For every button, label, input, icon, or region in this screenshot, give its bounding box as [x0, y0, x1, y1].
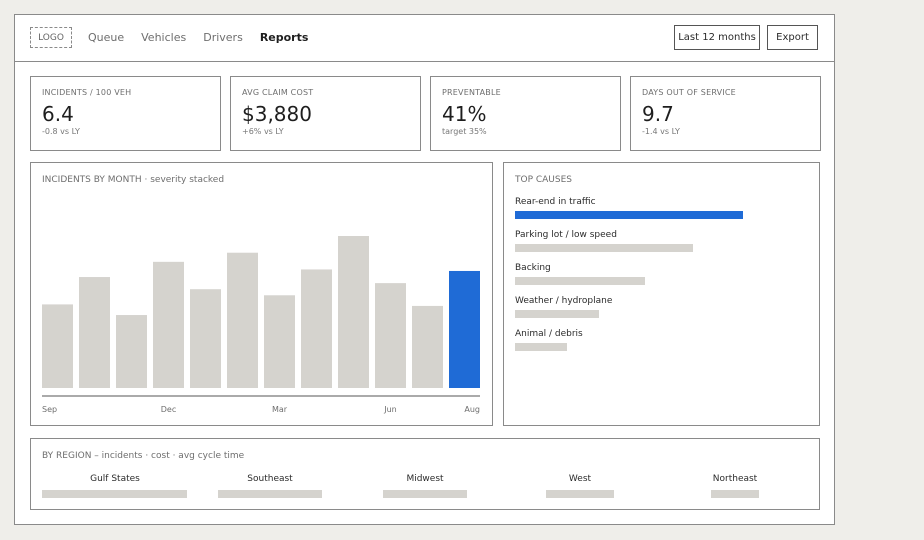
top-causes-panel: TOP CAUSES Rear-end in traffic Parking lo…	[503, 162, 820, 426]
cause-bar	[515, 277, 645, 285]
cause-bar	[515, 211, 743, 219]
chart-title: INCIDENTS BY MONTH · severity stacked	[42, 175, 225, 185]
kpi-label: DAYS OUT OF SERVICE	[642, 88, 736, 97]
region-name: Southeast	[247, 474, 293, 484]
kpi-delta: -1.4 vs LY	[642, 127, 680, 136]
region-name: Midwest	[406, 474, 444, 484]
top-nav-bar: LOGO Queue Vehicles Drivers Reports Last…	[15, 15, 834, 62]
cause-label: Backing	[515, 263, 551, 273]
region-bar[interactable]	[546, 490, 614, 498]
x-tick-label: Jun	[383, 405, 397, 414]
kpi-value: 41%	[442, 102, 487, 126]
region-name: West	[568, 474, 592, 484]
kpi-delta: -0.8 vs LY	[42, 127, 80, 136]
by-region-title: BY REGION – incidents · cost · avg cycle…	[42, 451, 245, 461]
kpi-label: INCIDENTS / 100 VEH	[42, 88, 132, 97]
kpi-value: 6.4	[42, 102, 74, 126]
cause-row[interactable]: Animal / debris	[515, 329, 583, 351]
bar-oct[interactable]	[79, 277, 110, 388]
logo-placeholder: LOGO	[30, 27, 72, 48]
x-tick-label: Aug	[464, 405, 480, 414]
nav-item-reports[interactable]: Reports	[259, 31, 309, 44]
cause-row[interactable]: Rear-end in traffic	[515, 197, 743, 219]
nav-item-vehicles[interactable]: Vehicles	[141, 31, 187, 44]
region-bar[interactable]	[711, 490, 759, 498]
dashboard-frame: LOGO Queue Vehicles Drivers Reports Last…	[14, 14, 835, 525]
region-bar[interactable]	[218, 490, 322, 498]
nav-item-drivers[interactable]: Drivers	[203, 31, 243, 44]
kpi-label: AVG CLAIM COST	[242, 88, 314, 97]
kpi-delta: +6% vs LY	[242, 127, 284, 136]
x-tick-label: Dec	[161, 405, 176, 414]
cause-bar	[515, 244, 693, 252]
cause-bar	[515, 343, 567, 351]
by-region-panel: BY REGION – incidents · cost · avg cycle…	[30, 438, 820, 510]
nav-item-queue[interactable]: Queue	[88, 31, 125, 44]
cause-row[interactable]: Parking lot / low speed	[515, 230, 693, 252]
bar-apr[interactable]	[301, 269, 332, 388]
bar-jun[interactable]	[375, 283, 406, 388]
region-bar[interactable]	[42, 490, 187, 498]
cause-label: Weather / hydroplane	[515, 296, 613, 306]
x-tick-label: Sep	[42, 405, 57, 414]
bar-aug[interactable]	[449, 270, 480, 388]
region-bar[interactable]	[383, 490, 467, 498]
kpi-target: target 35%	[442, 127, 487, 136]
kpi-card-incidents: INCIDENTS / 100 VEH 6.4 -0.8 vs LY	[30, 76, 221, 151]
region-name: Gulf States	[90, 474, 140, 484]
date-range-button[interactable]: Last 12 months	[674, 25, 760, 50]
top-causes-title: TOP CAUSES	[515, 175, 573, 185]
bar-jul[interactable]	[412, 305, 443, 388]
kpi-card-preventable: PREVENTABLE 41% target 35%	[430, 76, 621, 151]
cause-label: Animal / debris	[515, 329, 583, 339]
main-nav: Queue Vehicles Drivers Reports	[88, 31, 308, 44]
region-name: Northeast	[712, 474, 758, 484]
incidents-bar-chart: Sep Dec Mar Jun Aug	[42, 236, 480, 414]
cause-label: Rear-end in traffic	[515, 197, 596, 207]
bar-dec[interactable]	[153, 261, 184, 388]
cause-row[interactable]: Weather / hydroplane	[515, 296, 612, 318]
kpi-label: PREVENTABLE	[442, 88, 501, 97]
cause-bar	[515, 310, 599, 318]
cause-row[interactable]: Backing	[515, 263, 645, 285]
kpi-value: 9.7	[642, 102, 674, 126]
bar-nov[interactable]	[116, 315, 147, 388]
kpi-value: $3,880	[242, 102, 312, 126]
bar-jan[interactable]	[190, 289, 221, 388]
bar-feb[interactable]	[227, 252, 258, 388]
bar-mar[interactable]	[264, 295, 295, 388]
kpi-card-days-out-of-service: DAYS OUT OF SERVICE 9.7 -1.4 vs LY	[630, 76, 821, 151]
kpi-card-avg-claim-cost: AVG CLAIM COST $3,880 +6% vs LY	[230, 76, 421, 151]
bar-may[interactable]	[338, 236, 369, 388]
bar-sep[interactable]	[42, 304, 73, 388]
incidents-by-month-panel: INCIDENTS BY MONTH · severity stacked Se…	[30, 162, 493, 426]
x-tick-label: Mar	[272, 405, 288, 414]
cause-label: Parking lot / low speed	[515, 230, 617, 240]
export-button[interactable]: Export	[767, 25, 818, 50]
